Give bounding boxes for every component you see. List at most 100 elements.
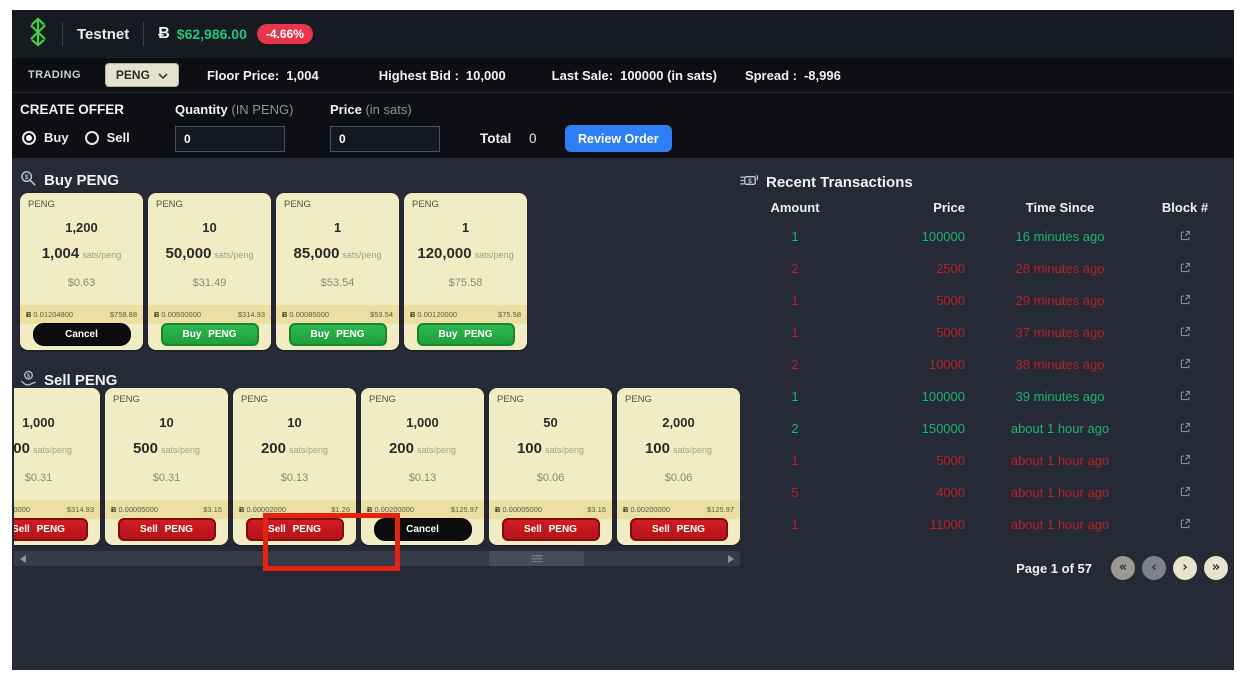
sell-order-card: PENG 2,000 100 sats/peng $0.06 Ƀ 0.0020000… xyxy=(617,388,740,545)
cancel-button[interactable]: Cancel xyxy=(32,323,131,346)
card-btc-total: 0.00200000 xyxy=(374,505,415,514)
buy-peng-button[interactable]: Buy PENG xyxy=(288,323,387,346)
card-btc-total: 0.01204800 xyxy=(33,310,74,319)
tx-time: about 1 hour ago xyxy=(1010,484,1110,500)
bitcoin-icon: Ƀ xyxy=(623,505,629,514)
first-page-button[interactable]: « xyxy=(1111,556,1135,580)
card-unit-usd: $0.06 xyxy=(664,472,693,484)
sell-radio-dot[interactable] xyxy=(84,130,99,145)
sell-peng-button[interactable]: Sell PENG xyxy=(501,518,600,541)
transactions-table-header: Amount Price Time Since Block # xyxy=(740,194,1215,220)
card-token-label: PENG xyxy=(28,199,55,210)
buy-peng-button[interactable]: Buy PENG xyxy=(416,323,515,346)
external-link-icon[interactable] xyxy=(1180,261,1191,276)
buy-radio-dot[interactable] xyxy=(22,130,36,145)
btc-price: $62,986.00 xyxy=(176,26,247,42)
tx-time: 37 minutes ago xyxy=(1015,324,1105,340)
card-btc-total: 0.00200000 xyxy=(630,505,671,514)
buy-order-card: PENG 1 120,000 sats/peng $75.58 Ƀ 0.001200… xyxy=(404,193,527,350)
last-sale-value: 100000 (in sats) xyxy=(620,67,717,83)
total-row: Total 0 xyxy=(480,131,537,146)
svg-text:$: $ xyxy=(748,178,752,185)
tx-time: 28 minutes ago xyxy=(1015,260,1105,276)
tx-price: 5000 xyxy=(936,324,965,340)
price-input[interactable] xyxy=(330,126,440,152)
buy-peng-button[interactable]: Buy PENG xyxy=(160,323,259,346)
buy-order-card: PENG 10 50,000 sats/peng $31.49 Ƀ 0.005000… xyxy=(148,193,271,350)
tx-amount: 5 xyxy=(791,484,799,500)
external-link-icon[interactable] xyxy=(1180,389,1191,404)
scroll-right-arrow[interactable] xyxy=(728,554,734,563)
tx-price: 5000 xyxy=(936,452,965,468)
sell-peng-button[interactable]: Sell PENG xyxy=(245,518,344,541)
create-offer-title: CREATE OFFER xyxy=(20,102,124,117)
chevron-down-icon xyxy=(158,68,168,82)
tx-price: 11000 xyxy=(929,516,965,532)
price-label-text: Price xyxy=(330,102,362,117)
sell-radio[interactable]: Sell xyxy=(84,130,130,145)
pair-select-dropdown[interactable]: PENG xyxy=(104,63,179,87)
previous-page-button[interactable]: ‹ xyxy=(1142,556,1166,580)
external-link-icon[interactable] xyxy=(1180,421,1191,436)
external-link-icon[interactable] xyxy=(1180,293,1191,308)
external-link-icon[interactable] xyxy=(1180,453,1191,468)
card-total-band: Ƀ 0.00200000 $125.97 xyxy=(617,500,740,519)
spread-stat: Spread : -8,996 xyxy=(745,68,841,83)
external-link-icon[interactable] xyxy=(1180,485,1191,500)
review-order-button[interactable]: Review Order xyxy=(565,125,672,152)
tx-price: 5000 xyxy=(936,292,965,308)
external-link-icon[interactable] xyxy=(1180,517,1191,532)
card-rate: 120,000 xyxy=(417,245,472,262)
tx-price: 4000 xyxy=(936,484,965,500)
card-total-band: Ƀ0.00500000 $314.93 xyxy=(14,500,100,519)
sell-peng-button[interactable]: Sell PENG xyxy=(117,518,216,541)
card-rate: 100 xyxy=(644,440,670,457)
last-page-button[interactable]: » xyxy=(1204,556,1228,580)
card-rate: 500 xyxy=(14,440,30,457)
tx-price: 150000 xyxy=(921,420,965,436)
card-btc-total: 0.00005000 xyxy=(502,505,543,514)
tx-amount: 2 xyxy=(791,356,799,372)
table-row: 1 5000 29 minutes ago xyxy=(740,284,1215,316)
quantity-input[interactable] xyxy=(175,126,285,152)
scroll-left-arrow[interactable] xyxy=(20,554,26,563)
tx-amount: 1 xyxy=(791,388,799,404)
tx-amount: 1 xyxy=(791,452,799,468)
column-price: Price xyxy=(933,199,965,215)
tx-time: about 1 hour ago xyxy=(1010,420,1110,436)
sell-order-card-highlighted: PENG 10 200 sats/peng $0.13 Ƀ 0.00002000 $… xyxy=(233,388,356,545)
bitcoin-icon: Ƀ xyxy=(367,505,373,514)
card-token-label: PENG xyxy=(156,199,183,210)
card-usd-total: $125.97 xyxy=(706,505,734,514)
card-rate-unit: sats/peng xyxy=(161,445,201,455)
tx-time: 29 minutes ago xyxy=(1015,292,1105,308)
card-btc-total: 0.00085000 xyxy=(289,310,330,319)
card-usd-total: $53.54 xyxy=(370,310,393,319)
card-quantity: 10 xyxy=(287,415,302,430)
card-total-band: Ƀ 0.00005000 $3.15 xyxy=(489,500,612,519)
card-unit-usd: $31.49 xyxy=(192,277,227,289)
tx-price: 100000 xyxy=(921,228,965,244)
horizontal-scrollbar[interactable] xyxy=(14,551,740,566)
total-label: Total xyxy=(480,131,512,146)
card-token-label: PENG xyxy=(625,394,652,405)
bitcoin-icon: Ƀ xyxy=(495,505,501,514)
scrollbar-thumb[interactable] xyxy=(489,551,584,566)
external-link-icon[interactable] xyxy=(1180,229,1191,244)
market-bar: TRADING PENG Floor Price: 1,004 Highest … xyxy=(12,58,1234,92)
bitcoin-icon: Ƀ xyxy=(282,310,288,319)
sell-peng-button[interactable]: Sell PENG xyxy=(629,518,728,541)
external-link-icon[interactable] xyxy=(1180,357,1191,372)
bitcoin-icon: Ƀ xyxy=(154,310,160,319)
card-unit-usd: $0.06 xyxy=(536,472,565,484)
next-page-button[interactable]: › xyxy=(1173,556,1197,580)
tx-amount: 1 xyxy=(791,324,799,340)
tx-amount: 1 xyxy=(791,516,799,532)
sell-peng-button[interactable]: Sell PENG xyxy=(14,518,88,541)
highest-bid-value: 10,000 xyxy=(465,67,506,83)
buy-radio[interactable]: Buy xyxy=(22,130,69,145)
bitcoin-icon: Ƀ xyxy=(410,310,416,319)
external-link-icon[interactable] xyxy=(1180,325,1191,340)
rune-logo-icon[interactable] xyxy=(28,17,48,52)
